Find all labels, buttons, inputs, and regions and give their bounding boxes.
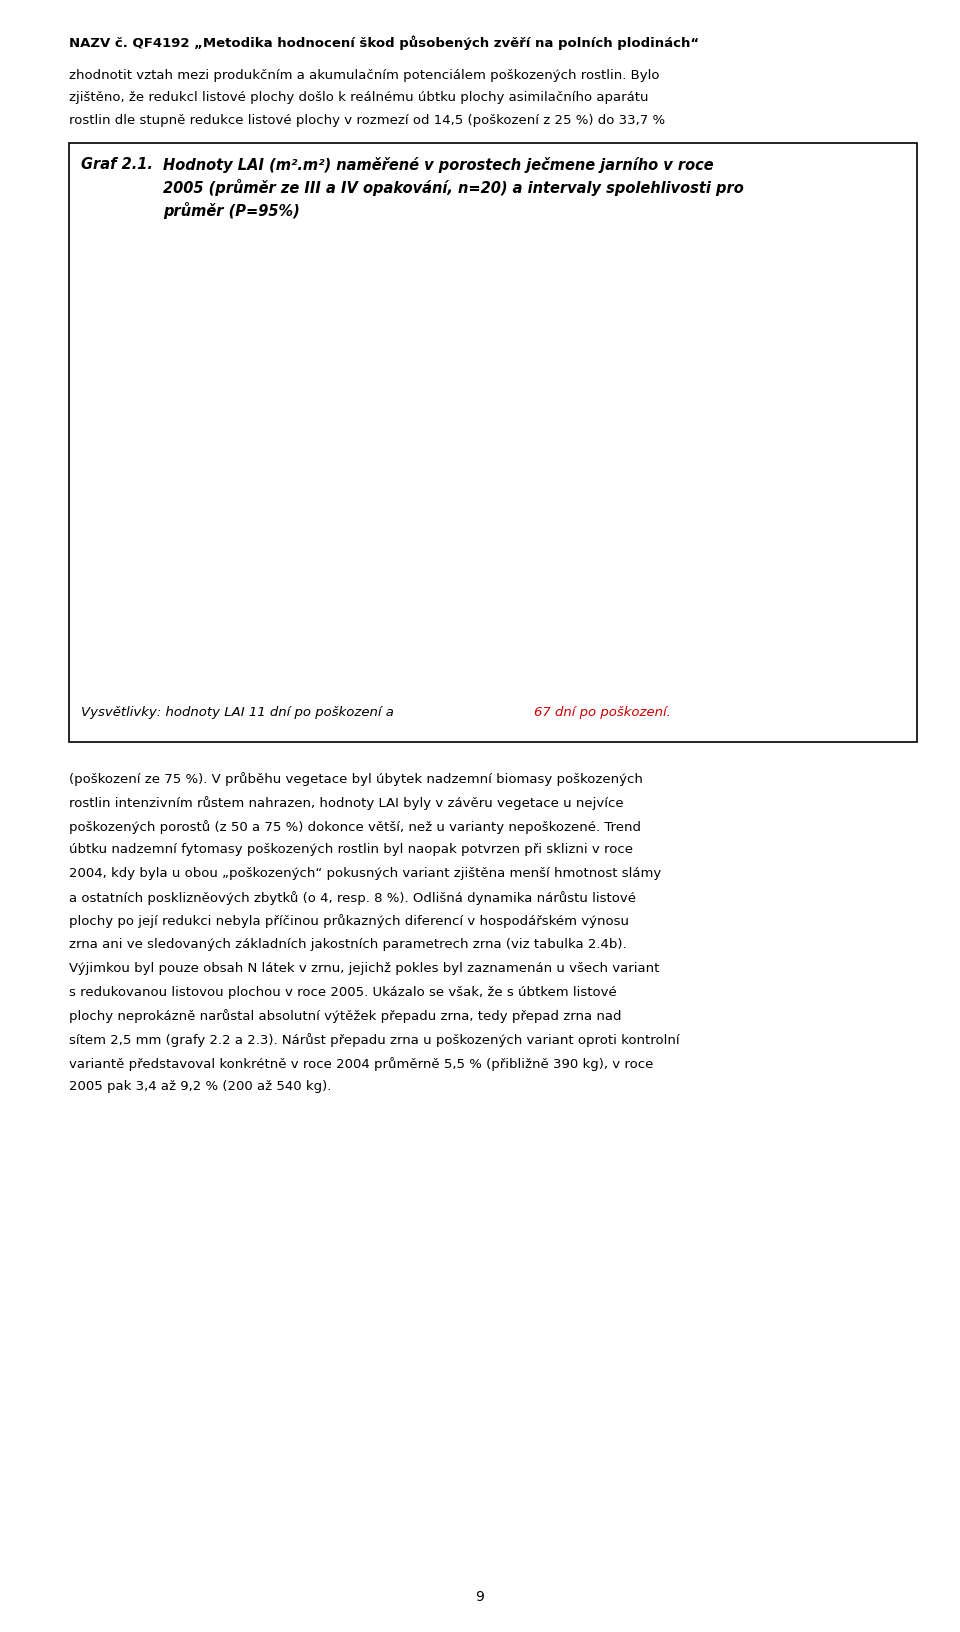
Text: 3,76: 3,76 [627, 480, 664, 496]
Text: poškozených porostů (z 50 a 75 %) dokonce větší, než u varianty nepoškozené. Tre: poškozených porostů (z 50 a 75 %) dokonc… [69, 819, 641, 834]
Text: 2005 pak 3,4 až 9,2 % (200 až 540 kg).: 2005 pak 3,4 až 9,2 % (200 až 540 kg). [69, 1080, 331, 1092]
Text: 4,06: 4,06 [441, 454, 478, 470]
Text: (poškození ze 75 %). V průběhu vegetace byl úbytek nadzemní biomasy poškozených: (poškození ze 75 %). V průběhu vegetace … [69, 772, 643, 787]
Text: Hodnoty LAI (m².m²) naměřené v porostech ječmene jarního v roce
2005 (průměr ze : Hodnoty LAI (m².m²) naměřené v porostech… [163, 157, 744, 219]
Text: s redukovanou listovou plochou v roce 2005. Ukázalo se však, že s úbtkem listové: s redukovanou listovou plochou v roce 20… [69, 984, 617, 997]
X-axis label: Stupeň poškození: Stupeň poškození [444, 690, 596, 707]
Text: rostlin intenzivním růstem nahrazen, hodnoty LAI byly v závěru vegetace u nejvíc: rostlin intenzivním růstem nahrazen, hod… [69, 795, 624, 809]
Text: NAZV č. QF4192 „Metodika hodnocení škod působených zvěří na polních plodinách“: NAZV č. QF4192 „Metodika hodnocení škod … [69, 36, 699, 51]
Text: rostlin dle stupně redukce listové plochy v rozmezí od 14,5 (poškození z 25 %) d: rostlin dle stupně redukce listové ploch… [69, 114, 665, 127]
Text: sítem 2,5 mm (grafy 2.2 a 2.3). Nárůst přepadu zrna u poškozených variant oproti: sítem 2,5 mm (grafy 2.2 a 2.3). Nárůst p… [69, 1031, 680, 1046]
Text: úbtku nadzemní fytomasy poškozených rostlin byl naopak potvrzen při sklizni v ro: úbtku nadzemní fytomasy poškozených rost… [69, 842, 634, 855]
Text: zhodnotit vztah mezi produkčním a akumulačním potenciálem poškozených rostlin. B: zhodnotit vztah mezi produkčním a akumul… [69, 69, 660, 82]
Text: 3,9: 3,9 [441, 496, 468, 511]
Text: Vysvětlivky: hodnoty LAI 11 dní po poškození a: Vysvětlivky: hodnoty LAI 11 dní po poško… [81, 705, 397, 718]
Text: 4,75: 4,75 [254, 395, 292, 410]
Text: a ostatních posklizněových zbytků (o 4, resp. 8 %). Odlišná dynamika nárůstu lis: a ostatních posklizněových zbytků (o 4, … [69, 889, 636, 904]
Text: 67 dní po poškození.: 67 dní po poškození. [534, 705, 671, 718]
Text: variantě představoval konkrétně v roce 2004 průměrně 5,5 % (přibližně 390 kg), v: variantě představoval konkrétně v roce 2… [69, 1056, 654, 1071]
Text: Graf 2.1.: Graf 2.1. [81, 157, 153, 171]
Text: 4,43: 4,43 [813, 423, 851, 437]
Text: 3,15: 3,15 [813, 534, 851, 548]
Text: Výjimkou byl pouze obsah N látek v zrnu, jejichž pokles byl zaznamenán u všech v: Výjimkou byl pouze obsah N látek v zrnu,… [69, 961, 660, 974]
Text: zrna ani ve sledovaných základních jakostních parametrech zrna (viz tabulka 2.4b: zrna ani ve sledovaných základních jakos… [69, 937, 627, 950]
Text: 2004, kdy byla u obou „poškozených“ pokusných variant zjištěna menší hmotnost sl: 2004, kdy byla u obou „poškozených“ poku… [69, 867, 661, 880]
Text: 4,26: 4,26 [627, 437, 664, 452]
Text: plochy neprokázně narůstal absolutní výtěžek přepadu zrna, tedy přepad zrna nad: plochy neprokázně narůstal absolutní výt… [69, 1009, 622, 1023]
Text: zjištěno, že redukcl listové plochy došlo k reálnému úbtku plochy asimilačního a: zjištěno, že redukcl listové plochy došl… [69, 91, 649, 104]
Text: plochy po její redukci nebyla příčinou průkazných diferencí v hospodářském výnos: plochy po její redukci nebyla příčinou p… [69, 914, 629, 929]
Text: 4,35: 4,35 [185, 454, 223, 468]
Y-axis label: LAI: LAI [82, 473, 113, 491]
Text: 9: 9 [475, 1588, 485, 1603]
